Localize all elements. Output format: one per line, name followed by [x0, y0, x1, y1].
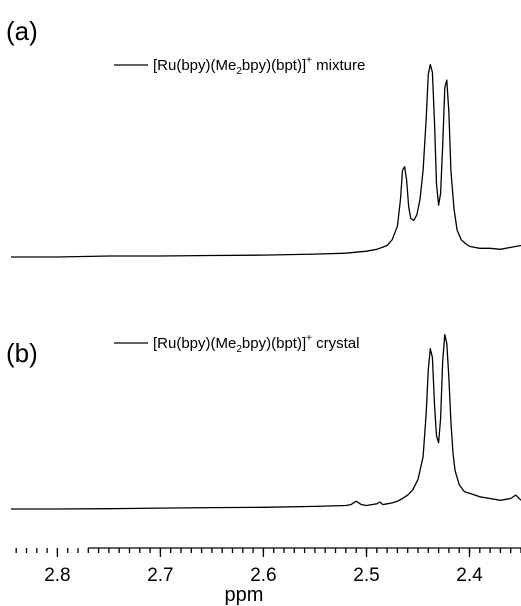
- panel-a-label: (a): [6, 16, 38, 46]
- x-axis-tick-label: 2.5: [353, 565, 379, 586]
- x-axis-major-ticks: [56, 548, 471, 557]
- x-axis-minor-ticks: [15, 548, 521, 553]
- panel-b-legend-sub: 2: [236, 344, 242, 355]
- x-axis-title: ppm: [225, 584, 264, 606]
- panel-b-legend-pre: [Ru(bpy)(Me: [153, 335, 236, 352]
- panel-a-spectrum-line: [11, 63, 521, 258]
- panel-b-legend-mid: bpy)(bpt)]: [242, 335, 306, 352]
- x-axis-tick-label: 2.6: [250, 565, 276, 586]
- panel-b-spectrum-line: [11, 334, 521, 510]
- x-axis-tick-label: 2.8: [44, 565, 70, 586]
- panel-b-label: (b): [6, 338, 38, 368]
- x-axis-tick-label: 2.7: [147, 565, 173, 586]
- panel-a-legend-sup: +: [306, 55, 312, 66]
- panel-a-legend-pre: [Ru(bpy)(Me: [153, 57, 236, 74]
- x-axis-tick-labels: 2.8 2.7 2.6 2.5 2.4: [44, 565, 483, 586]
- panel-a-legend-text: [Ru(bpy)(Me2bpy)(bpt)]+ mixture: [153, 55, 365, 77]
- panel-b-legend-sup: +: [306, 333, 312, 344]
- panel-a-legend-mid: bpy)(bpt)]: [242, 57, 306, 74]
- x-axis-tick-label: 2.4: [456, 565, 483, 586]
- panel-a-legend-post: mixture: [312, 57, 365, 74]
- panel-a: (a) [Ru(bpy)(Me2bpy)(bpt)]+ mixture: [6, 16, 521, 258]
- panel-b: (b) [Ru(bpy)(Me2bpy)(bpt)]+ crystal: [6, 333, 521, 510]
- panel-b-legend-text: [Ru(bpy)(Me2bpy)(bpt)]+ crystal: [153, 333, 359, 355]
- panel-a-legend-sub: 2: [236, 66, 242, 77]
- panel-b-legend-post: crystal: [312, 335, 360, 352]
- x-axis: 2.8 2.7 2.6 2.5 2.4 ppm: [15, 547, 521, 606]
